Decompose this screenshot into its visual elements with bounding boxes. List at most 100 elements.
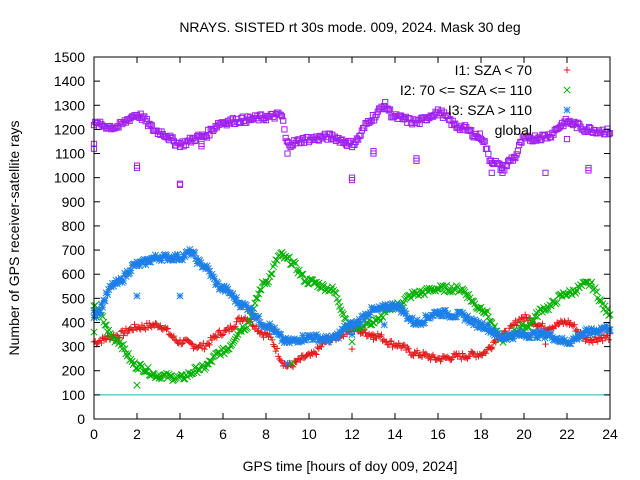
y-tick-label: 1400 xyxy=(54,73,85,89)
data-point xyxy=(167,253,175,261)
data-point xyxy=(478,319,486,327)
data-point xyxy=(278,113,286,120)
data-point xyxy=(592,288,601,296)
data-point xyxy=(273,256,281,265)
data-point xyxy=(470,297,478,306)
series-2 xyxy=(90,248,614,389)
data-point xyxy=(434,285,442,293)
data-point xyxy=(382,99,389,106)
data-point xyxy=(459,350,466,357)
data-point xyxy=(101,321,109,329)
data-point xyxy=(342,325,350,334)
data-point xyxy=(452,313,460,321)
data-point xyxy=(594,329,602,337)
y-tick-label: 1100 xyxy=(55,146,85,162)
y-tick-label: 300 xyxy=(62,339,86,355)
data-point xyxy=(480,138,487,145)
data-point xyxy=(605,131,612,138)
y-tick-label: 1200 xyxy=(54,121,85,137)
data-point xyxy=(518,139,525,146)
data-point xyxy=(208,270,216,278)
data-point xyxy=(592,326,601,334)
y-tick-label: 800 xyxy=(62,218,86,234)
y-tick-label: 700 xyxy=(62,242,86,258)
data-point xyxy=(118,345,126,353)
data-point xyxy=(436,307,445,315)
data-point xyxy=(207,357,215,365)
data-point xyxy=(204,265,212,273)
data-point xyxy=(213,334,221,341)
data-point xyxy=(603,332,610,339)
data-point xyxy=(495,331,503,339)
data-point xyxy=(223,283,231,291)
data-point xyxy=(229,290,237,298)
data-point xyxy=(542,169,549,176)
data-point xyxy=(242,301,250,309)
data-point xyxy=(179,340,186,347)
data-point xyxy=(331,334,339,342)
data-point xyxy=(381,300,389,309)
data-point xyxy=(235,327,243,335)
data-point xyxy=(512,154,519,162)
data-point xyxy=(172,255,180,263)
data-point xyxy=(244,323,252,332)
data-point xyxy=(126,269,134,277)
data-point xyxy=(605,336,612,343)
data-point xyxy=(413,157,420,164)
data-point xyxy=(268,270,276,278)
data-point xyxy=(408,314,416,322)
data-point xyxy=(370,150,377,157)
data-point xyxy=(117,328,125,335)
data-point xyxy=(205,340,212,347)
y-tick-label: 900 xyxy=(62,194,86,210)
data-point xyxy=(477,323,485,331)
data-point xyxy=(543,332,551,340)
data-point xyxy=(466,352,474,360)
data-point xyxy=(348,338,356,346)
data-point xyxy=(586,280,594,288)
data-point xyxy=(385,107,392,114)
data-point xyxy=(252,294,260,302)
data-point xyxy=(283,338,291,346)
data-point xyxy=(271,115,278,122)
data-point xyxy=(488,327,496,335)
data-point xyxy=(560,336,569,344)
data-point xyxy=(228,341,236,349)
data-point xyxy=(119,340,128,348)
data-point xyxy=(147,121,154,128)
data-point xyxy=(266,320,274,328)
data-point xyxy=(569,322,577,330)
data-point xyxy=(267,270,275,278)
data-point xyxy=(170,332,178,340)
data-point xyxy=(459,309,467,317)
data-point xyxy=(232,323,239,330)
data-point xyxy=(571,321,578,328)
data-point xyxy=(340,333,347,340)
data-point xyxy=(298,337,306,345)
data-point xyxy=(157,322,164,329)
chart-title: NRAYS. SISTED rt 30s mode. 009, 2024. Ma… xyxy=(179,19,520,35)
data-point xyxy=(251,299,259,307)
data-point xyxy=(272,347,280,355)
data-point xyxy=(136,325,143,332)
data-point xyxy=(386,106,394,113)
data-point xyxy=(594,338,601,345)
y-axis-label: Number of GPS receiver-satellite rays xyxy=(6,121,22,356)
data-point xyxy=(310,335,318,343)
data-point xyxy=(214,280,222,288)
data-point xyxy=(482,349,490,357)
series-4 xyxy=(90,99,614,189)
data-point xyxy=(187,340,195,347)
data-point xyxy=(343,323,351,331)
data-point xyxy=(135,262,144,270)
data-point xyxy=(280,339,288,347)
data-point xyxy=(483,307,491,315)
data-point xyxy=(366,309,374,317)
x-tick-label: 20 xyxy=(516,426,532,442)
data-point xyxy=(575,334,583,342)
data-point xyxy=(367,118,374,125)
y-tick-label: 1500 xyxy=(54,49,85,65)
data-point xyxy=(539,320,546,327)
data-point xyxy=(361,310,370,318)
data-point xyxy=(232,294,241,302)
